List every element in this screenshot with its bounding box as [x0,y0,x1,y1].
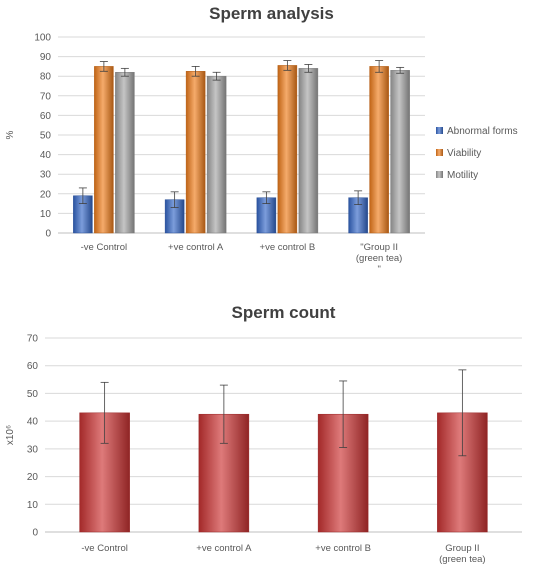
legend-label: Motility [447,170,478,181]
y-tick-label: 30 [40,170,52,181]
y-axis-label: % [5,130,16,139]
x-tick-label: +ve control A [168,242,224,253]
y-tick-label: 10 [27,500,39,511]
y-tick-label: 20 [40,189,52,200]
y-tick-label: 0 [32,528,38,539]
bar [298,68,319,234]
y-tick-label: 20 [27,472,39,483]
y-tick-label: 70 [40,91,52,102]
x-tick-label: (green tea) [439,554,485,565]
legend-swatch [436,171,443,178]
chart-title: Sperm count [232,303,336,322]
chart-1: Sperm analysis 0 10 20 30 40 50 60 70 80 90 100% -ve… [5,4,518,275]
chart-2: Sperm count 0 10 20 30 40 50 60 70 x10⁶ -ve Contro… [5,303,522,565]
x-tick-label: -ve Control [81,242,127,253]
legend-label: Viability [447,148,481,159]
y-tick-label: 40 [27,417,39,428]
x-tick-label: (green tea) [356,253,402,264]
y-tick-label: 50 [27,389,39,400]
x-tick-label: +ve control A [196,543,252,554]
y-tick-label: 50 [40,131,52,142]
bar [115,72,135,234]
x-tick-label: " [377,264,380,275]
legend-swatch [436,149,443,156]
y-tick-label: 10 [40,209,52,220]
y-tick-label: 90 [40,52,52,63]
y-axis-label: x10⁶ [5,425,16,445]
x-tick-label: Group II [445,543,479,554]
y-tick-label: 100 [34,33,51,44]
legend-swatch [436,127,443,134]
legend-label: Abnormal forms [447,126,518,137]
bar [185,71,206,234]
bar [390,70,410,234]
x-tick-label: +ve control B [260,242,316,253]
bar [94,66,114,234]
x-tick-label: +ve control B [315,543,371,554]
y-tick-label: 60 [40,111,52,122]
y-tick-label: 80 [40,72,52,83]
y-tick-label: 60 [27,361,39,372]
y-tick-label: 70 [27,334,39,345]
chart-title: Sperm analysis [209,4,334,23]
x-tick-label: -ve Control [81,543,127,554]
bar [277,65,298,234]
bar [206,75,227,234]
x-tick-label: "Group II [360,242,398,253]
y-tick-label: 0 [45,229,51,240]
y-tick-label: 30 [27,444,39,455]
bar [369,66,389,234]
y-tick-label: 40 [40,150,52,161]
